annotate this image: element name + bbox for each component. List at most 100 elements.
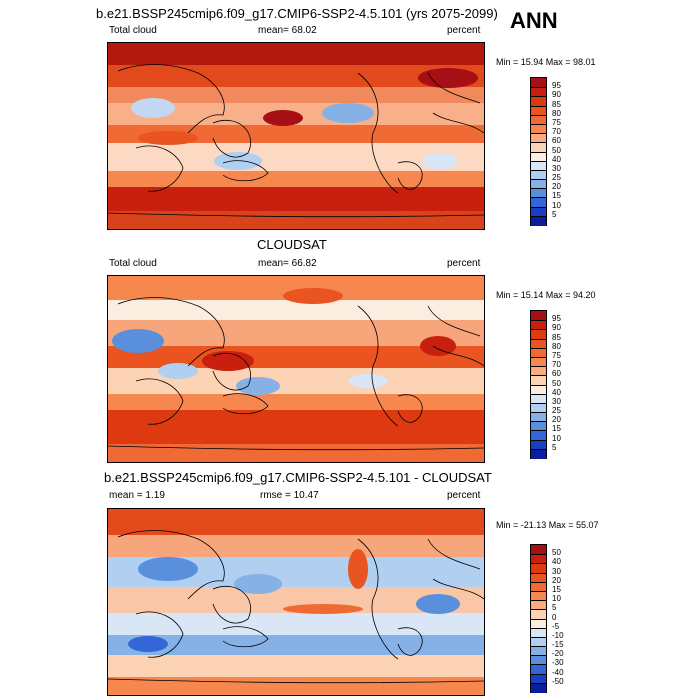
colorbar-segment <box>531 439 546 450</box>
colorbar-segment <box>531 105 546 116</box>
panel-2-title: CLOUDSAT <box>257 237 327 252</box>
colorbar-segment <box>531 655 546 666</box>
colorbar-segment <box>531 572 546 583</box>
colorbar-segment <box>531 448 546 459</box>
colorbar-segment <box>531 563 546 574</box>
colorbar-segment <box>531 133 546 144</box>
colorbar-tick-label: 20 <box>552 415 561 425</box>
colorbar-segment <box>531 338 546 349</box>
colorbar-segment <box>531 96 546 107</box>
colorbar-tick-label: 90 <box>552 90 561 100</box>
colorbar-tick-label: 40 <box>552 154 561 164</box>
panel-2-minmax: Min = 15.14 Max = 94.20 <box>496 290 596 300</box>
colorbar-segment <box>531 636 546 648</box>
colorbar-segment <box>531 600 546 611</box>
colorbar-tick-label: 30 <box>552 566 561 576</box>
colorbar-segment <box>531 393 546 404</box>
colorbar-tick-label: 85 <box>552 332 561 342</box>
colorbar-tick-label: 15 <box>552 584 561 594</box>
colorbar-segment <box>531 215 546 226</box>
colorbar-tick-label: 5 <box>552 442 557 452</box>
colorbar-segment <box>531 618 546 629</box>
season-label: ANN <box>510 8 558 33</box>
colorbar-segment <box>531 590 546 602</box>
colorbar-segment <box>531 160 546 171</box>
colorbar-tick-label: 10 <box>552 200 561 210</box>
colorbar-segment <box>531 347 546 358</box>
colorbar-segment <box>531 375 546 386</box>
colorbar-segment <box>531 384 546 395</box>
panel-1-colorbar <box>530 77 547 226</box>
colorbar-tick-label: 5 <box>552 603 557 613</box>
colorbar-segment <box>531 402 546 414</box>
panel-2-map-field <box>108 276 484 462</box>
panel-1-map-field <box>108 43 484 229</box>
panel-3-title: b.e21.BSSP245cmip6.f09_g17.CMIP6-SSP2-4.… <box>104 470 492 485</box>
panel-2-colorbar-ticks: 95 90 85 80 75 70 60 50 40 30 25 20 15 10 5 <box>552 310 582 457</box>
colorbar-tick-label: -40 <box>552 667 564 677</box>
panel-2-field-label: Total cloud <box>109 258 157 269</box>
colorbar-tick-label: 30 <box>552 396 561 406</box>
colorbar-tick-label: 10 <box>552 433 561 443</box>
colorbar-segment <box>531 421 546 432</box>
colorbar-tick-label: 20 <box>552 182 561 192</box>
colorbar-tick-label: 30 <box>552 163 561 173</box>
colorbar-tick-label: 15 <box>552 191 561 201</box>
panel-3-map <box>107 508 485 696</box>
panel-3-colorbar-ticks: 50 40 30 20 15 10 5 0 -5 -10 -15 -20 -30 -40 -50 <box>552 544 582 691</box>
colorbar-tick-label: 80 <box>552 341 561 351</box>
colorbar-segment <box>531 78 546 88</box>
colorbar-tick-label: 60 <box>552 369 561 379</box>
colorbar-tick-label: 95 <box>552 314 561 324</box>
colorbar-segment <box>531 329 546 340</box>
colorbar-segment <box>531 545 546 555</box>
colorbar-tick-label: -20 <box>552 649 564 659</box>
colorbar-tick-label: 15 <box>552 424 561 434</box>
colorbar-segment <box>531 179 546 190</box>
colorbar-segment <box>531 554 546 565</box>
panel-2-map <box>107 275 485 463</box>
panel-3-units-label: percent <box>447 490 481 501</box>
panel-3-colorbar <box>530 544 547 693</box>
colorbar-tick-label: -50 <box>552 676 564 686</box>
colorbar-segment <box>531 646 546 657</box>
panel-1-units-label: percent <box>447 25 481 36</box>
colorbar-segment <box>531 356 546 368</box>
panel-3-mean-label: mean = 1.19 <box>109 490 165 501</box>
colorbar-tick-label: 60 <box>552 136 561 146</box>
colorbar-segment <box>531 627 546 638</box>
colorbar-segment <box>531 169 546 181</box>
panel-1-minmax: Min = 15.94 Max = 98.01 <box>496 57 596 67</box>
colorbar-segment <box>531 87 546 98</box>
colorbar-tick-label: 50 <box>552 378 561 388</box>
colorbar-tick-label: 25 <box>552 406 561 416</box>
colorbar-segment <box>531 581 546 592</box>
colorbar-segment <box>531 609 546 620</box>
colorbar-segment <box>531 430 546 441</box>
colorbar-tick-label: 40 <box>552 387 561 397</box>
colorbar-tick-label: 25 <box>552 173 561 183</box>
colorbar-segment <box>531 412 546 423</box>
panel-1-colorbar-ticks: 95 90 85 80 75 70 60 50 40 30 25 20 15 10 5 <box>552 77 582 224</box>
colorbar-tick-label: 70 <box>552 127 561 137</box>
colorbar-segment <box>531 320 546 331</box>
panel-2-colorbar <box>530 310 547 459</box>
colorbar-segment <box>531 123 546 135</box>
panel-1-map <box>107 42 485 230</box>
colorbar-tick-label: -30 <box>552 658 564 668</box>
panel-3-minmax: Min = -21.13 Max = 55.07 <box>496 520 599 530</box>
colorbar-segment <box>531 114 546 125</box>
panel-3-map-field <box>108 509 484 695</box>
colorbar-segment <box>531 188 546 199</box>
colorbar-tick-label: 50 <box>552 548 561 558</box>
colorbar-tick-label: 85 <box>552 99 561 109</box>
colorbar-tick-label: 75 <box>552 350 561 360</box>
colorbar-tick-label: 80 <box>552 108 561 118</box>
colorbar-tick-label: 10 <box>552 594 561 604</box>
colorbar-segment <box>531 197 546 208</box>
panel-3-rmse-label: rmse = 10.47 <box>260 490 319 501</box>
colorbar-segment <box>531 366 546 377</box>
colorbar-segment <box>531 673 546 684</box>
colorbar-tick-label: 75 <box>552 117 561 127</box>
panel-1-title: b.e21.BSSP245cmip6.f09_g17.CMIP6-SSP2-4.… <box>96 6 498 21</box>
